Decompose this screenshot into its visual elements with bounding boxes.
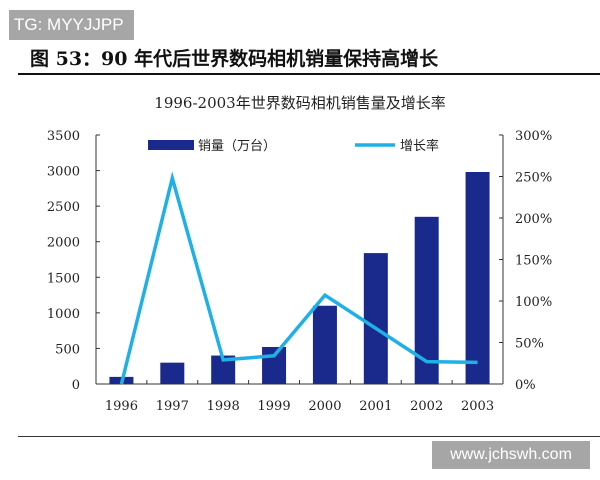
bar-1999 <box>262 347 287 384</box>
bar-1997 <box>160 362 185 384</box>
left-tick-label: 3000 <box>47 165 80 180</box>
legend-bar-label: 销量（万台） <box>198 139 276 154</box>
right-tick-label: 300% <box>515 129 552 144</box>
x-tick-label: 2001 <box>359 399 392 414</box>
growth-line <box>119 171 478 385</box>
left-tick-label: 3500 <box>47 129 80 144</box>
bar-2003 <box>465 171 490 384</box>
left-tick-label: 0 <box>72 378 80 393</box>
x-tick-label: 1998 <box>207 399 240 414</box>
x-tick-label: 1997 <box>156 399 189 414</box>
left-tick-label: 2000 <box>47 236 80 251</box>
x-tick-label: 1996 <box>105 399 138 414</box>
right-tick-label: 150% <box>515 254 552 269</box>
chart-title: 1996-2003年世界数码相机销售量及增长率 <box>154 94 445 112</box>
x-tick-label: 2000 <box>308 399 341 414</box>
right-tick-label: 250% <box>515 171 552 186</box>
divider <box>18 73 600 75</box>
x-tick-label: 2003 <box>461 399 494 414</box>
right-tick-label: 0% <box>515 378 536 393</box>
left-tick-label: 2500 <box>47 200 80 215</box>
bar-2000 <box>312 305 337 384</box>
left-tick-label: 500 <box>55 342 80 357</box>
x-tick-label: 2002 <box>410 399 443 414</box>
right-tick-label: 50% <box>515 337 544 352</box>
right-tick-label: 200% <box>515 212 552 227</box>
left-tick-label: 1500 <box>47 271 80 286</box>
left-tick-label: 1000 <box>47 307 80 322</box>
watermark-bottom: www.jchswh.com <box>432 441 590 469</box>
divider <box>18 436 600 437</box>
legend-line-label: 增长率 <box>400 138 439 154</box>
bar-2001 <box>363 253 388 384</box>
figure-title: 图 53：90 年代后世界数码相机销量保持高增长 <box>30 48 439 70</box>
legend-bar-swatch <box>148 140 194 150</box>
bar-2002 <box>414 216 439 384</box>
right-tick-label: 100% <box>515 295 552 310</box>
watermark-top: TG: MYYJJPP <box>9 10 134 40</box>
x-tick-label: 1999 <box>258 399 291 414</box>
